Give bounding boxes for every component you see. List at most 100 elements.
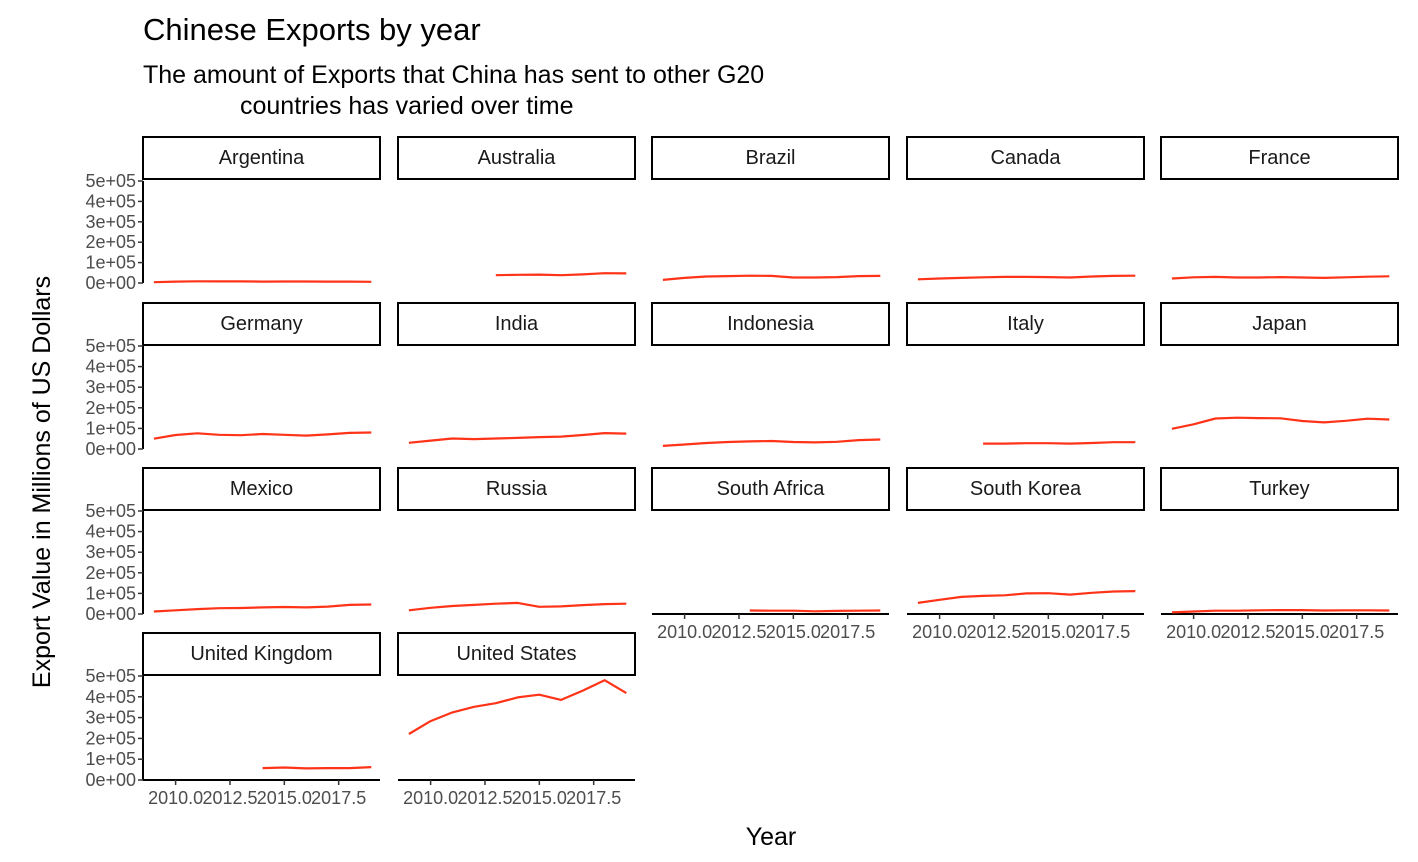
facet-strip-south-africa <box>651 467 890 511</box>
y-tick-label: 2e+05 <box>85 232 136 252</box>
facet-panel-italy: Italy <box>906 302 1145 445</box>
y-tick-label: 4e+05 <box>85 357 136 377</box>
facet-label-australia: Australia <box>478 147 557 169</box>
x-tick-label: 2015.0 <box>257 788 312 808</box>
y-tick-label: 5e+05 <box>85 666 136 686</box>
y-tick-label: 1e+05 <box>85 583 136 603</box>
facet-strip-south-korea <box>906 467 1145 511</box>
y-tick-label: 3e+05 <box>85 542 136 562</box>
facet-strip-united-kingdom <box>142 632 381 676</box>
facet-strip-canada <box>906 136 1145 180</box>
facet-strip-italy <box>906 302 1145 346</box>
x-tick-label: 2017.5 <box>311 788 366 808</box>
series-line-mexico <box>153 603 372 613</box>
facet-label-argentina: Argentina <box>219 147 305 169</box>
x-tick-label: 2015.0 <box>1275 622 1330 642</box>
facet-label-turkey: Turkey <box>1249 478 1309 500</box>
y-tick-label: 2e+05 <box>85 563 136 583</box>
facet-label-brazil: Brazil <box>745 147 795 169</box>
x-tick-label: 2012.5 <box>457 788 512 808</box>
facet-panel-south-africa: South Africa 2010.0 2012.5 2015.0 2017.5 <box>651 467 890 642</box>
y-tick-label: 1e+05 <box>85 749 136 769</box>
series-line-brazil <box>662 274 881 281</box>
y-tick-label: 4e+05 <box>85 191 136 211</box>
series-line-russia <box>408 601 627 612</box>
facet-label-united-states: United States <box>456 643 576 665</box>
facet-label-russia: Russia <box>486 478 548 500</box>
facet-label-united-kingdom: United Kingdom <box>190 643 332 665</box>
facet-panel-turkey: Turkey 2010.0 2012.5 2015.0 2017.5 <box>1160 467 1399 642</box>
facet-strip-france <box>1160 136 1399 180</box>
facet-label-italy: Italy <box>1007 313 1044 335</box>
series-line-united-states <box>408 679 627 735</box>
y-tick-label: 1e+05 <box>85 253 136 273</box>
y-tick-label: 0e+00 <box>85 604 136 624</box>
facet-label-japan: Japan <box>1252 313 1307 335</box>
y-tick-label: 4e+05 <box>85 687 136 707</box>
x-tick-label: 2012.5 <box>202 788 257 808</box>
facet-panel-united-states: United States 2010.0 2012.5 2015.0 2017.5 <box>397 632 636 808</box>
y-tick-label: 1e+05 <box>85 418 136 438</box>
series-line-turkey <box>1171 608 1390 614</box>
series-line-canada <box>917 274 1136 281</box>
x-tick-label: 2015.0 <box>512 788 567 808</box>
facet-panel-india: India <box>397 302 636 444</box>
y-tick-label: 3e+05 <box>85 212 136 232</box>
facet-label-south-korea: South Korea <box>970 478 1082 500</box>
facet-label-india: India <box>495 313 539 335</box>
x-tick-label: 2012.5 <box>711 622 766 642</box>
facet-strip-united-states <box>397 632 636 676</box>
x-tick-label: 2015.0 <box>1021 622 1076 642</box>
series-line-india <box>408 432 627 444</box>
facet-strip-brazil <box>651 136 890 180</box>
x-tick-label: 2010.0 <box>912 622 967 642</box>
facet-label-germany: Germany <box>220 313 302 335</box>
facet-label-south-africa: South Africa <box>717 478 826 500</box>
series-line-japan <box>1171 416 1390 430</box>
facet-panel-canada: Canada <box>906 136 1145 281</box>
series-line-south-korea <box>917 590 1136 604</box>
x-tick-label: 2010.0 <box>148 788 203 808</box>
y-tick-label: 0e+00 <box>85 273 136 293</box>
x-tick-label: 2010.0 <box>403 788 458 808</box>
facet-panel-brazil: Brazil <box>651 136 890 281</box>
facet-label-mexico: Mexico <box>230 478 293 500</box>
facet-panel-japan: Japan <box>1160 302 1399 430</box>
facet-strip-mexico <box>142 467 381 511</box>
chart-subtitle-line-1: The amount of Exports that China has sen… <box>143 61 764 89</box>
facet-strip-germany <box>142 302 381 346</box>
y-tick-label: 0e+00 <box>85 770 136 790</box>
facet-strip-turkey <box>1160 467 1399 511</box>
y-tick-label: 3e+05 <box>85 708 136 728</box>
facet-panel-united-kingdom: United Kingdom 0e+001e+052e+053e+054e+055… <box>85 632 381 808</box>
y-tick-label: 3e+05 <box>85 377 136 397</box>
series-line-germany <box>153 431 372 440</box>
facet-panel-france: France <box>1160 136 1399 280</box>
facet-strip-australia <box>397 136 636 180</box>
series-line-south-africa <box>749 609 881 613</box>
x-tick-label: 2010.0 <box>657 622 712 642</box>
y-tick-label: 0e+00 <box>85 439 136 459</box>
series-line-italy <box>983 441 1136 445</box>
y-tick-label: 2e+05 <box>85 398 136 418</box>
x-axis-title: Year <box>746 823 797 851</box>
x-tick-label: 2017.5 <box>1075 622 1130 642</box>
y-axis-title: Export Value in Millions of US Dollars <box>28 276 56 688</box>
y-tick-label: 4e+05 <box>85 522 136 542</box>
facet-label-france: France <box>1248 147 1310 169</box>
x-tick-label: 2012.5 <box>966 622 1021 642</box>
y-tick-label: 2e+05 <box>85 728 136 748</box>
facet-strip-argentina <box>142 136 381 180</box>
x-tick-label: 2015.0 <box>766 622 821 642</box>
facet-panel-australia: Australia <box>397 136 636 277</box>
facet-strip-india <box>397 302 636 346</box>
chart-title: Chinese Exports by year <box>143 12 481 47</box>
facet-strip-indonesia <box>651 302 890 346</box>
series-line-united-kingdom <box>262 766 372 770</box>
facet-panels: Argentina0e+001e+052e+053e+054e+055e+05A… <box>85 136 1399 808</box>
x-tick-label: 2017.5 <box>1329 622 1384 642</box>
facet-panel-russia: Russia <box>397 467 636 612</box>
